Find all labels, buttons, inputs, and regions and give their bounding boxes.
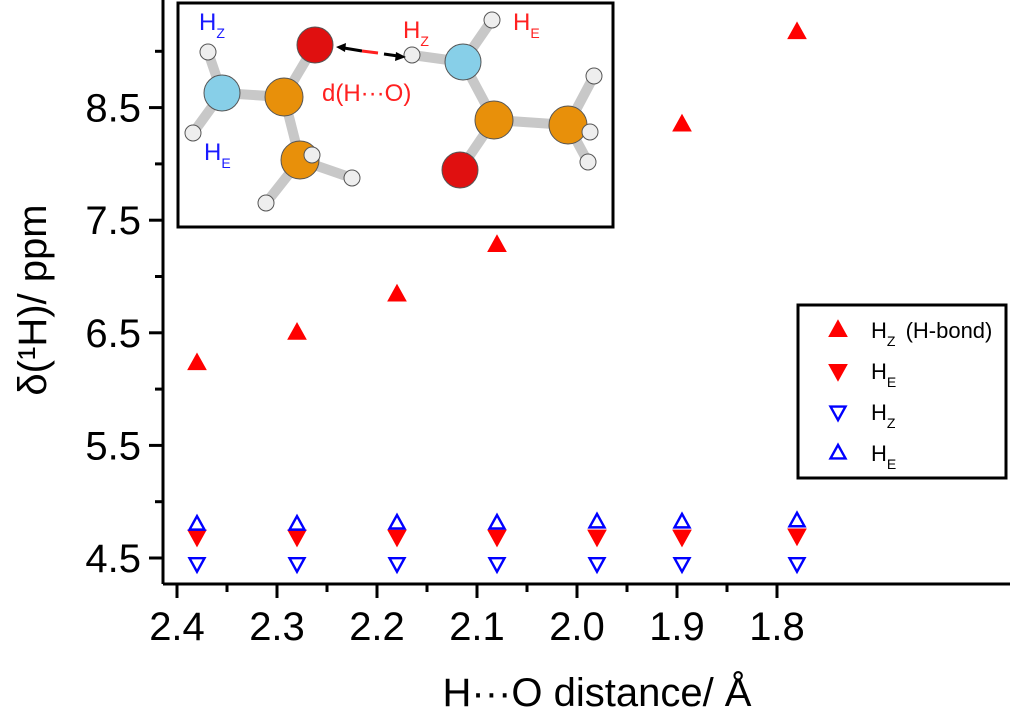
point-series-3 xyxy=(672,557,692,575)
point-series-2 xyxy=(387,529,407,548)
y-tick-label: 7.5 xyxy=(85,199,141,243)
carbon-atom xyxy=(474,100,514,140)
legend-label: HZ xyxy=(871,400,896,431)
legend-marker xyxy=(828,319,848,337)
hydrogen-atom xyxy=(257,194,275,212)
hydrogen-atom xyxy=(403,46,421,64)
y-axis-title: δ(¹H)/ ppm xyxy=(11,204,55,395)
hydrogen-atom xyxy=(343,169,361,187)
legend-marker xyxy=(828,364,848,382)
x-tick-label: 1.8 xyxy=(749,605,805,649)
hydrogen-atom xyxy=(199,43,217,61)
point-series-4 xyxy=(187,513,207,531)
carbon-atom xyxy=(264,77,304,117)
nitrogen-atom xyxy=(444,43,482,81)
point-series-2 xyxy=(672,529,692,548)
legend-label: HE xyxy=(871,359,896,390)
point-series-4 xyxy=(387,512,407,530)
hydrogen-atom xyxy=(303,146,321,164)
molecule-inset: HZ HE HZ HE d(H···O) xyxy=(176,1,615,229)
x-tick-label: 2.4 xyxy=(149,605,205,649)
carbon-atom xyxy=(548,105,588,145)
inset-atom-label: HE xyxy=(513,9,540,41)
point-series-3 xyxy=(287,557,307,575)
x-tick-label: 2.0 xyxy=(549,605,605,649)
hydrogen-atom xyxy=(581,123,599,141)
point-series-3 xyxy=(587,557,607,575)
point-series-2 xyxy=(287,529,307,548)
point-series-4 xyxy=(287,513,307,531)
x-axis-title: H···O distance/ Å xyxy=(443,670,752,714)
inset-atom-label: HZ xyxy=(403,17,429,49)
y-tick-label: 6.5 xyxy=(85,312,141,356)
inset-atom-label: HZ xyxy=(199,9,225,41)
legend: HZ (H-bond) HE HZ HE xyxy=(796,303,1008,480)
point-series-4 xyxy=(672,511,692,529)
point-series-1 xyxy=(672,113,692,132)
distance-label: d(H···O) xyxy=(322,80,411,107)
point-series-2 xyxy=(587,529,607,548)
point-series-1 xyxy=(287,322,307,340)
x-tick-label: 2.3 xyxy=(249,605,305,649)
point-series-2 xyxy=(187,529,207,548)
point-series-3 xyxy=(187,557,207,575)
oxygen-atom xyxy=(441,151,479,189)
hydrogen-atom xyxy=(585,67,603,85)
point-series-4 xyxy=(487,512,507,530)
x-tick-label: 2.1 xyxy=(449,605,505,649)
inset-atom-label: HE xyxy=(204,139,231,171)
hydrogen-atom xyxy=(184,124,202,142)
x-tick-label: 1.9 xyxy=(649,605,705,649)
legend-marker xyxy=(828,442,848,460)
hydrogen-atom xyxy=(483,11,501,29)
point-series-4 xyxy=(787,510,807,528)
point-series-1 xyxy=(387,283,407,302)
nitrogen-atom xyxy=(203,74,241,112)
legend-label: HE xyxy=(871,441,896,472)
hydrogen-atom xyxy=(579,153,597,171)
x-tick-label: 2.2 xyxy=(349,605,405,649)
point-series-3 xyxy=(487,557,507,575)
point-series-1 xyxy=(187,352,207,371)
legend-marker xyxy=(828,405,848,423)
y-tick-label: 4.5 xyxy=(85,537,141,581)
y-tick-label: 8.5 xyxy=(85,87,141,131)
axes: 4.5 5.5 6.5 7.5 8.5 2.4 2.3 2.2 2.1 2.0 1.9 1.8 xyxy=(85,0,1010,649)
oxygen-atom xyxy=(296,26,334,64)
point-series-1 xyxy=(787,21,807,40)
point-series-4 xyxy=(587,511,607,529)
point-series-3 xyxy=(387,557,407,575)
hbond-arrow-left xyxy=(343,46,363,53)
point-series-1 xyxy=(487,234,507,252)
arrowhead-right xyxy=(395,52,406,61)
point-series-2 xyxy=(487,529,507,548)
point-series-3 xyxy=(787,557,807,575)
legend-label: HZ (H-bond) xyxy=(871,318,992,349)
y-tick-label: 5.5 xyxy=(85,424,141,468)
point-series-2 xyxy=(787,528,807,547)
inset-frame xyxy=(176,1,615,229)
hbond-dash xyxy=(361,49,379,55)
arrowhead-left xyxy=(336,43,346,52)
